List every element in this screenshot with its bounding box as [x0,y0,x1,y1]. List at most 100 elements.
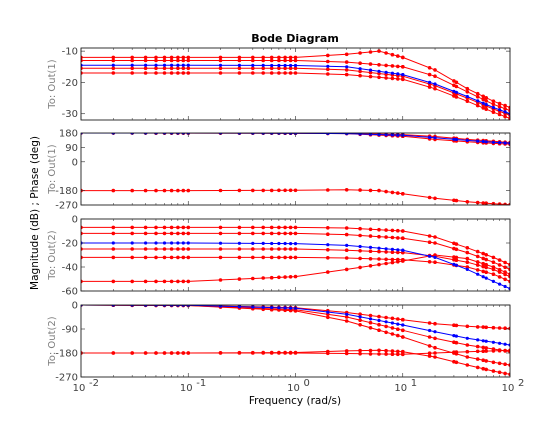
sample-1-point-9 [186,231,191,236]
sample-1-point-25 [390,326,395,330]
sample-2-point-25 [390,250,395,254]
nominal-response-point-14 [270,63,274,68]
nominal-response-point-2 [130,63,134,67]
panel-mag2: -60 -40 -20 0 To: Out(2) [47,215,511,298]
sample-4-point-40 [508,348,510,353]
sample-4-point-20 [344,351,349,356]
sample-1-point-35 [481,97,486,102]
sample-2-point-21 [358,323,362,327]
sample-4-point-29 [427,351,432,356]
sample-3-point-30 [433,260,437,265]
sample-4-point-1 [111,351,116,355]
sample-0-point-9 [186,55,191,60]
y-tick-label: -180 [55,349,78,360]
sample-1-point-4 [154,58,158,63]
sample-4-point-18 [293,274,298,279]
nominal-response-point-5 [162,241,167,245]
sample-2-point-28 [401,192,405,196]
sample-0-point-9 [186,225,191,230]
sample-4-point-23 [377,262,381,267]
nominal-response-point-25 [390,247,394,251]
sample-4-point-32 [454,350,459,354]
sample-3-point-24 [384,76,388,80]
x-tick-exponent: -2 [89,378,99,389]
sample-2-point-2 [130,247,134,251]
x-tick-label: 10 [180,383,193,394]
sample-4-point-15 [277,351,281,355]
nominal-response-point-11 [237,241,241,245]
sample-1-point-18 [293,58,298,63]
sample-3-point-33 [465,363,470,367]
sample-4-point-5 [162,279,167,284]
sample-2-point-24 [384,330,388,335]
nominal-response-point-30 [433,136,437,140]
sample-3-point-39 [503,371,507,376]
sample-4-point-7 [176,279,180,284]
sample-1-point-39 [503,265,507,270]
y-tick-label: 180 [59,129,78,140]
sample-4-point-25 [390,352,395,357]
sample-2-point-16 [283,188,287,193]
sample-0-point-32 [454,80,459,85]
sample-1-point-36 [484,346,489,350]
nominal-response-point-17 [289,242,293,246]
sample-0-point-37 [491,255,496,260]
sample-0-point-40 [508,262,510,267]
sample-3-point-4 [154,255,158,260]
sample-4-point-4 [154,351,158,355]
sample-3-point-20 [344,349,349,353]
x-tick-label: 10 [287,383,300,394]
sample-0-point-13 [261,225,266,230]
nominal-response-point-29 [428,328,432,333]
sample-1-point-7 [176,231,180,236]
sample-4-point-35 [481,261,486,266]
sample-2-point-13 [261,66,266,71]
sample-3-point-19 [326,72,330,76]
sample-3-point-28 [401,349,405,354]
sample-4-point-18 [293,351,298,355]
sample-0-point-12 [251,225,255,230]
nominal-response-point-12 [251,63,255,67]
sample-2-point-26 [396,191,400,195]
panel-label-mag1: To: Out(1) [47,59,58,109]
sample-3-point-29 [427,354,432,358]
nominal-response-point-35 [481,139,485,144]
sample-3-point-32 [454,360,459,365]
sample-4-point-6 [169,351,174,355]
nominal-response-point-7 [176,63,180,67]
nominal-response-point-38 [498,108,502,112]
sample-0-point-26 [396,228,400,233]
sample-1-point-23 [377,234,381,239]
panel-mag1: -30 -20 -10 To: Out(1) [47,47,511,121]
sample-3-point-9 [186,71,191,75]
sample-1-point-10 [218,231,223,236]
sample-3-point-34 [475,268,480,272]
sample-1-point-32 [454,247,459,252]
sample-3-point-29 [427,260,432,264]
sample-2-point-15 [277,247,281,251]
sample-0-point-30 [433,321,437,326]
nominal-response-point-19 [326,64,330,68]
nominal-response-point-32 [454,90,458,94]
sample-1-point-1 [111,58,116,63]
sample-2-point-35 [481,358,486,363]
sample-3-point-34 [475,103,480,108]
sample-2-point-25 [390,332,395,336]
sample-1-point-28 [401,236,405,240]
sample-1-point-26 [396,236,400,240]
sample-0-point-21 [358,226,362,231]
sample-3-point-20 [344,72,349,77]
nominal-response-point-8 [181,241,185,245]
sample-4-point-22 [368,264,373,268]
sample-0-point-15 [277,55,281,60]
nominal-response-point-32 [454,263,458,267]
nominal-response-point-34 [476,272,480,276]
nominal-response-point-5 [162,63,167,67]
sample-1-point-20 [344,232,349,237]
sample-3-point-5 [162,255,167,260]
sample-4-point-40 [508,272,510,276]
sample-1-point-5 [162,58,167,63]
sample-2-point-14 [269,247,274,251]
sample-1-point-22 [368,62,373,66]
sample-2-point-12 [251,66,255,71]
